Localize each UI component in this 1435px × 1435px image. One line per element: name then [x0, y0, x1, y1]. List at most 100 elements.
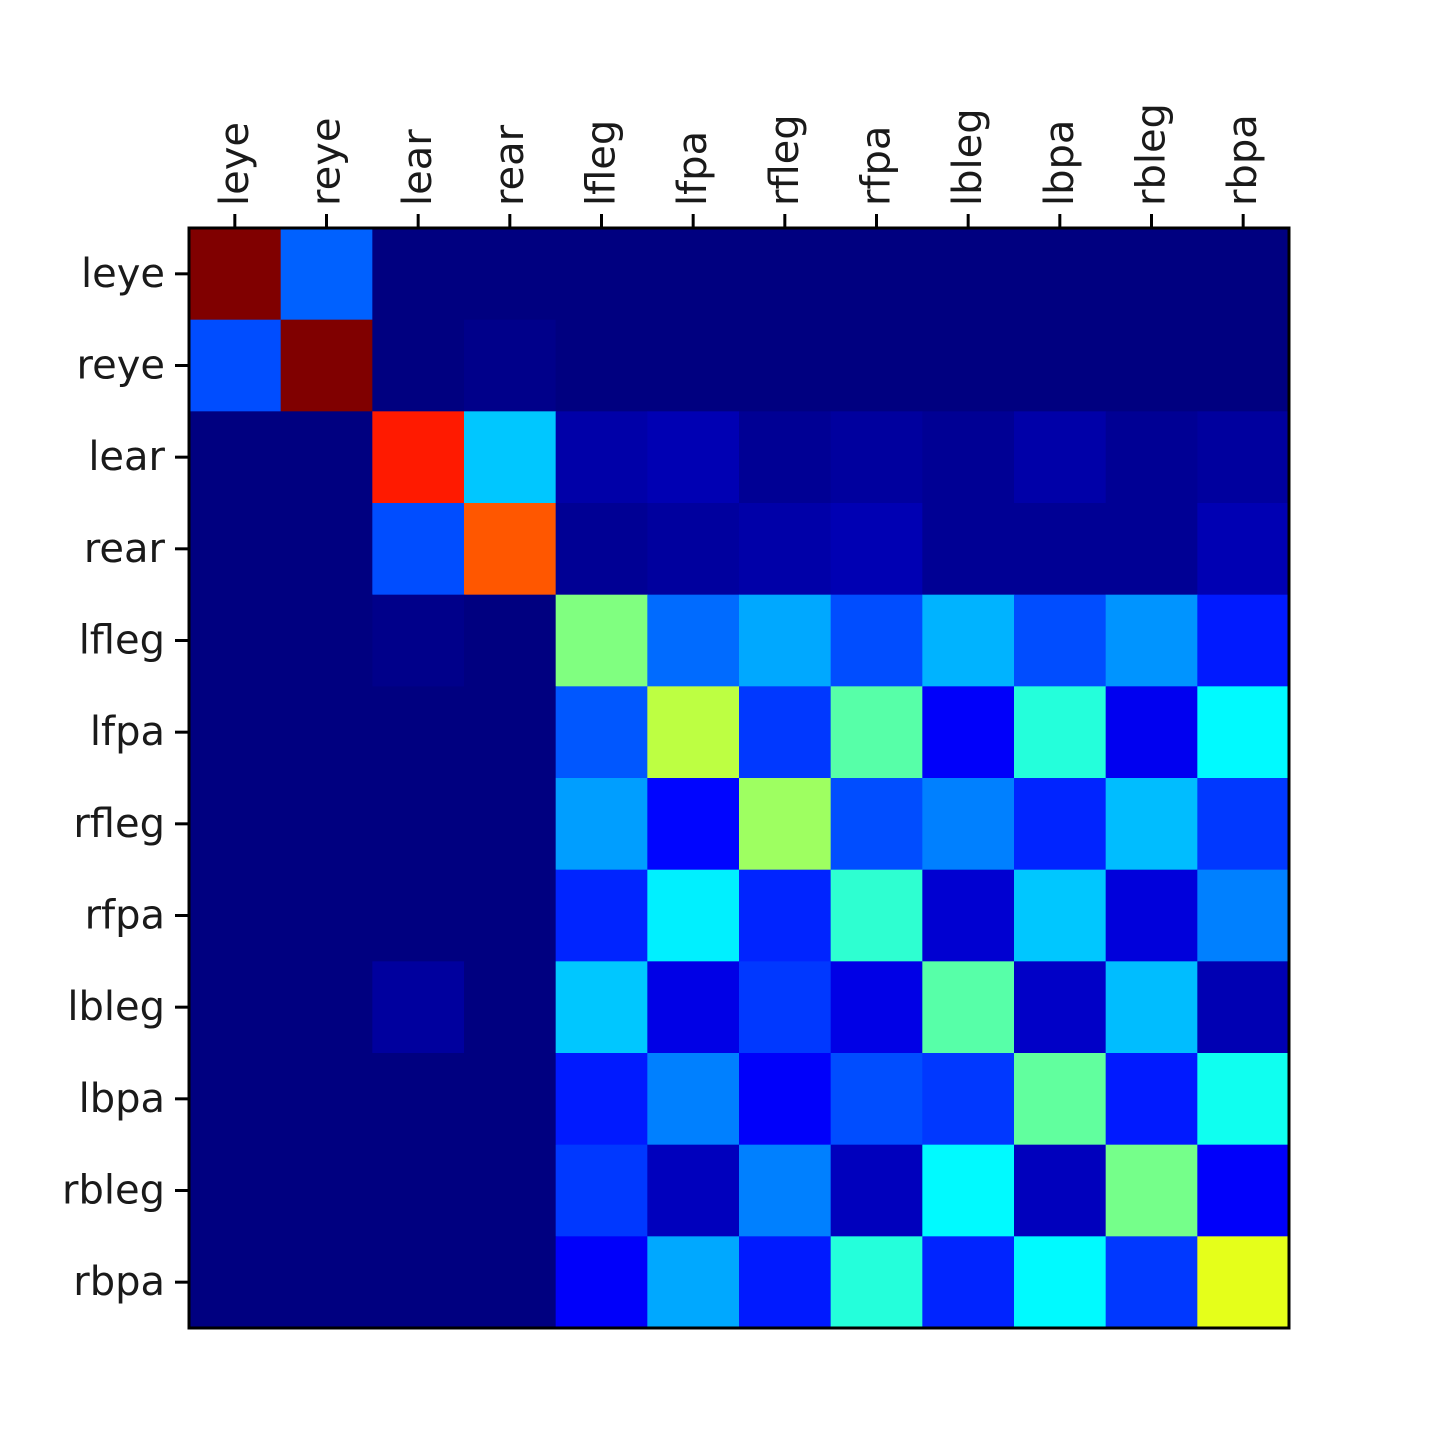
heatmap-cell-lear-leye — [189, 411, 282, 504]
heatmap-cell-leye-rbleg — [1105, 228, 1198, 321]
y-tick-label: leye — [81, 251, 165, 297]
heatmap-cell-lbpa-rfleg — [739, 1053, 832, 1146]
heatmap-cell-lfpa-lfpa — [647, 686, 740, 779]
heatmap-cell-lear-rbleg — [1105, 411, 1198, 504]
heatmap-cell-rfpa-lbleg — [922, 869, 1015, 962]
heatmap-cell-lbpa-leye — [189, 1053, 282, 1146]
heatmap-cell-lbpa-lfpa — [647, 1053, 740, 1146]
heatmap-cell-leye-lfleg — [555, 228, 648, 321]
x-tick-label: lbpa — [1037, 120, 1083, 206]
heatmap-cell-rfleg-lfpa — [647, 778, 740, 871]
heatmap-cell-rfleg-lfleg — [555, 778, 648, 871]
heatmap-cell-rfpa-rbleg — [1105, 869, 1198, 962]
heatmap-cell-lear-lfpa — [647, 411, 740, 504]
heatmap-cell-rfpa-rbpa — [1197, 869, 1290, 962]
heatmap-cell-lbleg-rbpa — [1197, 961, 1290, 1054]
y-tick-label: lfpa — [90, 709, 165, 755]
heatmap-cell-rbleg-rfleg — [739, 1144, 832, 1237]
heatmap-cell-rbpa-lbpa — [1014, 1236, 1107, 1329]
heatmap-cell-rfleg-leye — [189, 778, 282, 871]
heatmap-cell-rfpa-rfleg — [739, 869, 832, 962]
heatmap-cell-lfleg-leye — [189, 594, 282, 687]
heatmap-cell-leye-rear — [464, 228, 557, 321]
y-tick-label: rbpa — [73, 1259, 165, 1305]
heatmap-cell-lfpa-lbleg — [922, 686, 1015, 779]
y-tick-label: lbleg — [67, 984, 165, 1030]
heatmap-cell-leye-reye — [280, 228, 373, 321]
heatmap-cell-leye-lbleg — [922, 228, 1015, 321]
heatmap-cell-reye-lfpa — [647, 319, 740, 412]
heatmap-cell-rfleg-lbleg — [922, 778, 1015, 871]
heatmap-cell-rear-rear — [464, 503, 557, 596]
heatmap-cell-reye-leye — [189, 319, 282, 412]
heatmap-cell-rbpa-rear — [464, 1236, 557, 1329]
heatmap-cell-leye-rbpa — [1197, 228, 1290, 321]
heatmap-cell-lfpa-lear — [372, 686, 465, 779]
x-tick-label: rbleg — [1129, 103, 1175, 206]
heatmap-cell-rfleg-rfpa — [830, 778, 923, 871]
heatmap-cell-rbpa-rfleg — [739, 1236, 832, 1329]
heatmap-cell-rbleg-rbpa — [1197, 1144, 1290, 1237]
y-tick-labels: leye reye lear rear lfleg lfpa rfleg rfpa lbleg l… — [62, 251, 166, 1305]
heatmap-cell-rbleg-lbpa — [1014, 1144, 1107, 1237]
heatmap-cell-lfpa-reye — [280, 686, 373, 779]
heatmap-cell-rbleg-rear — [464, 1144, 557, 1237]
heatmap-cell-rfleg-rbpa — [1197, 778, 1290, 871]
heatmap-cell-reye-rfleg — [739, 319, 832, 412]
heatmap-cell-rear-rfpa — [830, 503, 923, 596]
heatmap-cell-lbleg-lfleg — [555, 961, 648, 1054]
heatmap-cell-lbleg-reye — [280, 961, 373, 1054]
heatmap-cell-reye-rbleg — [1105, 319, 1198, 412]
x-tick-label: rfpa — [854, 126, 900, 206]
heatmap-cell-rfpa-leye — [189, 869, 282, 962]
x-tick-label: lfpa — [670, 131, 716, 206]
heatmap-cell-lfleg-lbpa — [1014, 594, 1107, 687]
y-tick-label: lbpa — [79, 1076, 165, 1122]
heatmap-cell-rear-lear — [372, 503, 465, 596]
x-tick-label: lear — [395, 129, 441, 206]
heatmap-cell-lbpa-rear — [464, 1053, 557, 1146]
heatmap-cell-rfpa-lear — [372, 869, 465, 962]
heatmap-cell-lbleg-rfpa — [830, 961, 923, 1054]
heatmap-cell-lbleg-lbpa — [1014, 961, 1107, 1054]
heatmap-cell-leye-lfpa — [647, 228, 740, 321]
heatmap-cell-lfpa-lfleg — [555, 686, 648, 779]
heatmap-cell-rbleg-reye — [280, 1144, 373, 1237]
x-tick-label: rear — [487, 124, 533, 206]
heatmap-cell-rbleg-lbleg — [922, 1144, 1015, 1237]
heatmap-cell-rfleg-lbpa — [1014, 778, 1107, 871]
heatmap-cell-lbpa-lear — [372, 1053, 465, 1146]
heatmap-cell-rear-rfleg — [739, 503, 832, 596]
heatmap-cell-rfleg-rfleg — [739, 778, 832, 871]
heatmap-cell-lbleg-rfleg — [739, 961, 832, 1054]
heatmap-cell-rbpa-rfpa — [830, 1236, 923, 1329]
heatmap-cell-rfpa-rear — [464, 869, 557, 962]
heatmap-cell-lear-lfleg — [555, 411, 648, 504]
heatmap-cell-lfleg-lfleg — [555, 594, 648, 687]
heatmap-cell-lear-lbpa — [1014, 411, 1107, 504]
heatmap-cell-lfleg-reye — [280, 594, 373, 687]
heatmap-cells — [189, 228, 1290, 1329]
heatmap-cell-lfleg-rfpa — [830, 594, 923, 687]
heatmap-cell-lear-rfpa — [830, 411, 923, 504]
heatmap-cell-rbleg-lfpa — [647, 1144, 740, 1237]
heatmap-cell-rbleg-rfpa — [830, 1144, 923, 1237]
heatmap-cell-lfpa-leye — [189, 686, 282, 779]
plot-frame — [187, 226, 1291, 1330]
heatmap-cell-leye-rfleg — [739, 228, 832, 321]
heatmap-cell-lfleg-rfleg — [739, 594, 832, 687]
heatmap-cell-lbleg-lear — [372, 961, 465, 1054]
heatmap-cell-rbpa-lbleg — [922, 1236, 1015, 1329]
x-tick-label: leye — [212, 122, 258, 206]
heatmap-cell-lfleg-rbpa — [1197, 594, 1290, 687]
heatmap-cell-lbleg-lbleg — [922, 961, 1015, 1054]
heatmap-cell-rbleg-leye — [189, 1144, 282, 1237]
heatmap-cell-lbpa-rfpa — [830, 1053, 923, 1146]
heatmap-cell-leye-lear — [372, 228, 465, 321]
heatmap-cell-rear-lbpa — [1014, 503, 1107, 596]
heatmap-cell-leye-lbpa — [1014, 228, 1107, 321]
heatmap-cell-lfpa-rfleg — [739, 686, 832, 779]
heatmap-cell-reye-lear — [372, 319, 465, 412]
